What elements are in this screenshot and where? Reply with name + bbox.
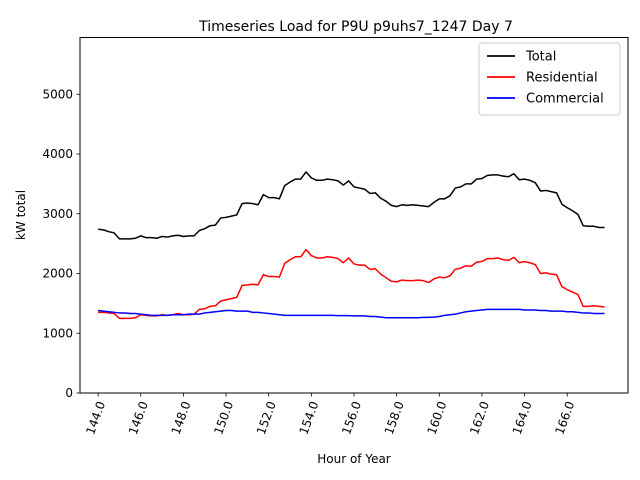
y-tick-label: 0 <box>65 386 73 400</box>
y-axis: 0 1000 2000 3000 4000 5000 <box>42 87 80 400</box>
series-line-total <box>98 171 605 240</box>
x-tick-label: 164.0 <box>510 399 535 436</box>
legend-label-residential: Residential <box>526 71 598 86</box>
x-tick-label: 166.0 <box>552 399 577 436</box>
x-tick-label: 146.0 <box>126 399 151 436</box>
x-axis: 144.0 146.0 148.0 150.0 152.0 154.0 156.0 158.0… <box>83 393 577 437</box>
y-tick-label: 2000 <box>42 267 73 281</box>
x-tick-label: 162.0 <box>467 399 492 436</box>
series-layer <box>98 171 605 320</box>
legend-label-total: Total <box>525 50 556 65</box>
x-tick-label: 150.0 <box>211 399 236 436</box>
y-tick-label: 5000 <box>42 87 73 101</box>
y-tick-label: 3000 <box>42 207 73 221</box>
y-axis-label: kW total <box>14 190 28 240</box>
x-tick-label: 160.0 <box>424 399 449 436</box>
x-tick-label: 158.0 <box>382 399 407 436</box>
y-tick-label: 1000 <box>42 326 73 340</box>
legend: Total Residential Commercial <box>478 42 621 116</box>
chart-title: Timeseries Load for P9U p9uhs7_1247 Day … <box>198 19 513 35</box>
x-tick-label: 152.0 <box>254 399 279 436</box>
series-line-commercial <box>98 308 605 319</box>
y-tick-label: 4000 <box>42 147 73 161</box>
x-tick-label: 148.0 <box>169 399 194 436</box>
legend-frame <box>478 42 621 116</box>
legend-label-commercial: Commercial <box>526 92 604 107</box>
x-axis-label: Hour of Year <box>317 452 391 466</box>
x-tick-label: 154.0 <box>297 399 322 436</box>
x-tick-label: 144.0 <box>83 399 108 436</box>
x-tick-label: 156.0 <box>339 399 364 436</box>
